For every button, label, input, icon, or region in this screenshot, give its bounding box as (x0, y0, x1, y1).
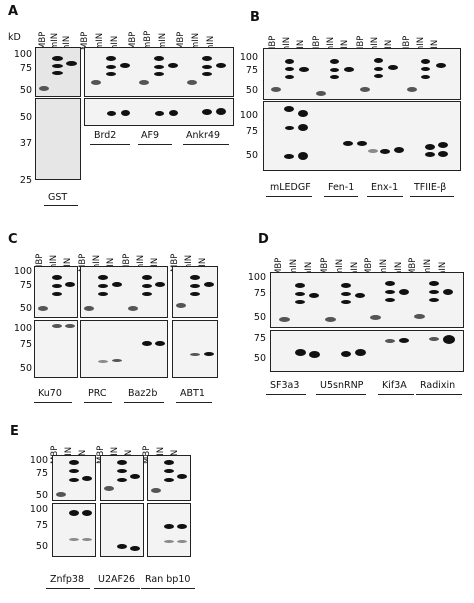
panel-a-label: A (8, 4, 19, 19)
mw-marker: 75 (19, 280, 32, 291)
d-coomassie-blot (270, 272, 464, 328)
gst-coomassie-blot (35, 47, 81, 97)
protein-label-ankr49: Ankr49 (186, 130, 221, 141)
panel-b-label: B (250, 10, 260, 25)
protein-label-u2af26: U2AF26 (98, 574, 136, 585)
mw-marker: 75 (19, 63, 32, 74)
protein-label-enx1: Enx-1 (371, 182, 399, 193)
panel-e-label: E (10, 424, 19, 439)
protein-label-brd2: Brd2 (94, 130, 117, 141)
protein-label-prc: PRC (88, 388, 107, 399)
panel-d-label: D (258, 232, 269, 247)
protein-label-ku70: Ku70 (38, 388, 62, 399)
mw-marker: 50 (19, 363, 32, 374)
mw-marker: 75 (245, 126, 258, 137)
a-coomassie-blot (84, 47, 234, 97)
mw-marker: 50 (35, 541, 48, 552)
c-coomassie-blot-3 (172, 266, 218, 318)
mw-marker: 100 (239, 52, 258, 63)
c-western-blot-3 (172, 320, 218, 378)
mw-marker: 75 (19, 339, 32, 350)
e-western-blot-3 (147, 503, 191, 557)
gst-western-blot (35, 98, 81, 180)
mw-marker: 75 (253, 333, 266, 344)
mw-marker: 37 (19, 138, 32, 149)
b-coomassie-blot (263, 48, 461, 100)
c-coomassie-blot-2 (80, 266, 168, 318)
mw-marker: 100 (239, 110, 258, 121)
panel-c-label: C (8, 232, 18, 247)
mw-marker: 75 (35, 520, 48, 531)
c-coomassie-blot-1 (34, 266, 78, 318)
mw-marker: 50 (253, 312, 266, 323)
protein-label-mledgf: mLEDGF (270, 182, 311, 193)
c-western-blot-2 (80, 320, 168, 378)
e-western-blot-2 (100, 503, 144, 557)
protein-label-fen1: Fen-1 (328, 182, 355, 193)
mw-marker: 25 (19, 175, 32, 186)
mw-marker: 50 (19, 85, 32, 96)
mw-marker: 50 (245, 85, 258, 96)
mw-marker: 50 (19, 303, 32, 314)
a-western-blot (84, 98, 234, 126)
protein-label-znfp38: Znfp38 (50, 574, 84, 585)
e-coomassie-blot-2 (100, 455, 144, 501)
protein-label-ranbp10: Ran bp10 (145, 574, 191, 585)
d-western-blot (270, 330, 464, 372)
e-coomassie-blot-3 (147, 455, 191, 501)
protein-label-tfiie: TFIIE-β (414, 182, 447, 193)
protein-label-sf3a3: SF3a3 (270, 380, 300, 391)
protein-label-abt1: ABT1 (180, 388, 205, 399)
mw-marker: 50 (35, 490, 48, 501)
protein-label-u5snrnp: U5snRNP (320, 380, 364, 391)
mw-marker: 75 (35, 468, 48, 479)
e-western-blot-1 (52, 503, 96, 557)
protein-label-radixin: Radixin (420, 380, 456, 391)
protein-label-kif3a: Kif3A (382, 380, 407, 391)
mw-marker: 100 (13, 266, 32, 277)
b-western-blot (263, 101, 461, 171)
c-western-blot-1 (34, 320, 78, 378)
mw-marker: 75 (253, 288, 266, 299)
protein-label-baz2b: Baz2b (128, 388, 158, 399)
mw-marker: 50 (253, 353, 266, 364)
mw-marker: 100 (247, 272, 266, 283)
mw-marker: 100 (13, 323, 32, 334)
mw-marker: 50 (19, 112, 32, 123)
mw-marker: 100 (13, 49, 32, 60)
mw-marker: 75 (245, 65, 258, 76)
mw-marker: 100 (29, 455, 48, 466)
protein-label-af9: AF9 (141, 130, 160, 141)
e-coomassie-blot-1 (52, 455, 96, 501)
protein-label-gst: GST (48, 192, 68, 203)
mw-marker: 50 (245, 150, 258, 161)
mw-marker: 100 (29, 504, 48, 515)
kd-unit-label: kD (8, 32, 21, 43)
